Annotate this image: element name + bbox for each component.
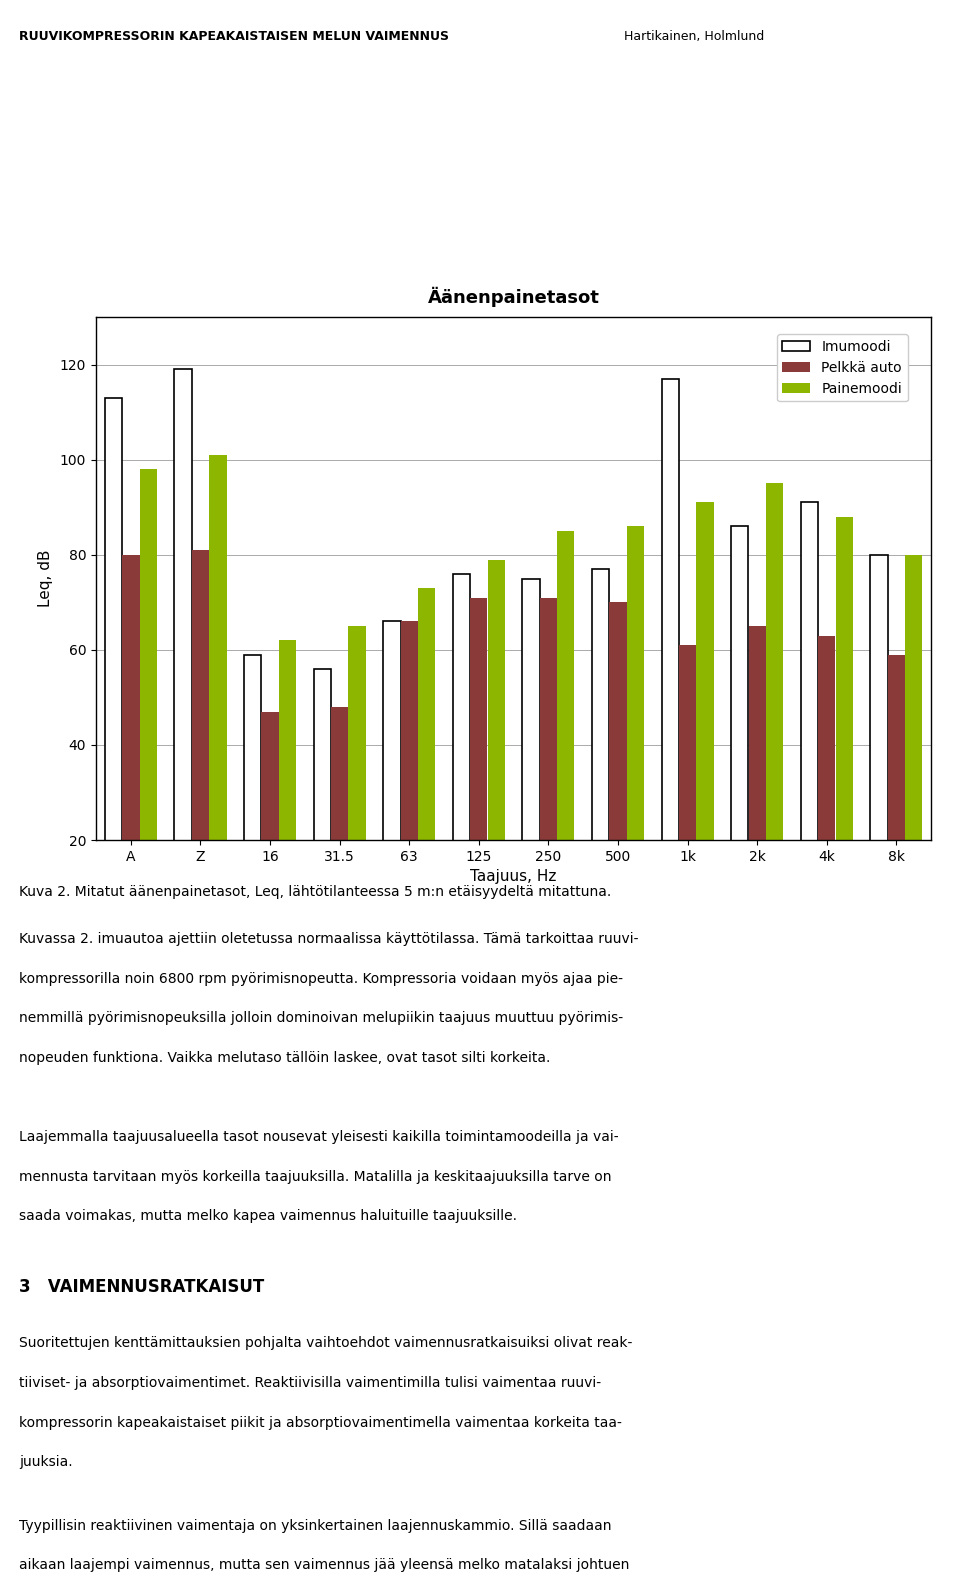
Bar bbox=[801, 502, 818, 935]
Text: nopeuden funktiona. Vaikka melutaso tällöin laskee, ovat tasot silti korkeita.: nopeuden funktiona. Vaikka melutaso täll… bbox=[19, 1051, 551, 1065]
Bar bbox=[696, 502, 713, 935]
Bar bbox=[610, 602, 627, 935]
Bar bbox=[627, 526, 644, 935]
Bar bbox=[314, 669, 331, 935]
Text: Tyypillisin reaktiivinen vaimentaja on yksinkertainen laajennuskammio. Sillä saa: Tyypillisin reaktiivinen vaimentaja on y… bbox=[19, 1518, 612, 1533]
Text: juuksia.: juuksia. bbox=[19, 1455, 73, 1469]
Bar bbox=[244, 655, 261, 935]
Bar bbox=[331, 707, 348, 935]
Bar bbox=[139, 469, 156, 935]
Text: Suoritettujen kenttämittauksien pohjalta vaihtoehdot vaimennusratkaisuiksi oliva: Suoritettujen kenttämittauksien pohjalta… bbox=[19, 1336, 633, 1350]
Bar bbox=[835, 517, 852, 935]
X-axis label: Taajuus, Hz: Taajuus, Hz bbox=[470, 869, 557, 884]
Text: Kuvassa 2. imuautoa ajettiin oletetussa normaalissa käyttötilassa. Tämä tarkoitt: Kuvassa 2. imuautoa ajettiin oletetussa … bbox=[19, 932, 638, 946]
Bar bbox=[278, 640, 296, 935]
Text: Hartikainen, Holmlund: Hartikainen, Holmlund bbox=[624, 30, 764, 43]
Text: Kuva 2. Mitatut äänenpainetasot, Leq, lähtötilanteessa 5 m:n etäisyydeltä mitatt: Kuva 2. Mitatut äänenpainetasot, Leq, lä… bbox=[19, 884, 612, 899]
Title: Äänenpainetasot: Äänenpainetasot bbox=[427, 287, 600, 307]
Bar bbox=[540, 598, 557, 935]
Text: nemmillä pyörimisnopeuksilla jolloin dominoivan melupiikin taajuus muuttuu pyöri: nemmillä pyörimisnopeuksilla jolloin dom… bbox=[19, 1011, 623, 1025]
Bar bbox=[400, 621, 418, 935]
Bar bbox=[679, 645, 696, 935]
Text: Laajemmalla taajuusalueella tasot nousevat yleisesti kaikilla toimintamoodeilla : Laajemmalla taajuusalueella tasot nousev… bbox=[19, 1130, 619, 1144]
Bar bbox=[871, 555, 888, 935]
Bar bbox=[122, 555, 139, 935]
Bar bbox=[453, 574, 470, 935]
Bar bbox=[175, 369, 192, 935]
Y-axis label: Leq, dB: Leq, dB bbox=[38, 550, 53, 607]
Bar bbox=[888, 655, 905, 935]
Bar bbox=[557, 531, 574, 935]
Bar bbox=[749, 626, 766, 935]
Bar bbox=[383, 621, 400, 935]
Bar bbox=[522, 579, 540, 935]
Legend: Imumoodi, Pelkkä auto, Painemoodi: Imumoodi, Pelkkä auto, Painemoodi bbox=[777, 334, 907, 401]
Bar bbox=[732, 526, 749, 935]
Text: tiiviset- ja absorptiovaimentimet. Reaktiivisilla vaimentimilla tulisi vaimentaa: tiiviset- ja absorptiovaimentimet. Reakt… bbox=[19, 1376, 601, 1390]
Bar bbox=[818, 636, 835, 935]
Bar bbox=[209, 455, 227, 935]
Text: kompressorilla noin 6800 rpm pyörimisnopeutta. Kompressoria voidaan myös ajaa pi: kompressorilla noin 6800 rpm pyörimisnop… bbox=[19, 972, 623, 986]
Bar bbox=[766, 483, 783, 935]
Bar bbox=[470, 598, 488, 935]
Bar bbox=[348, 626, 366, 935]
Text: aikaan laajempi vaimennus, mutta sen vaimennus jää yleensä melko matalaksi johtu: aikaan laajempi vaimennus, mutta sen vai… bbox=[19, 1558, 630, 1572]
Text: saada voimakas, mutta melko kapea vaimennus haluituille taajuuksille.: saada voimakas, mutta melko kapea vaimen… bbox=[19, 1209, 517, 1224]
Text: RUUVIKOMPRESSORIN KAPEAKAISTAISEN MELUN VAIMENNUS: RUUVIKOMPRESSORIN KAPEAKAISTAISEN MELUN … bbox=[19, 30, 449, 43]
Bar bbox=[592, 569, 610, 935]
Bar bbox=[261, 712, 278, 935]
Bar bbox=[105, 398, 122, 935]
Bar bbox=[661, 379, 679, 935]
Bar bbox=[418, 588, 435, 935]
Text: mennusta tarvitaan myös korkeilla taajuuksilla. Matalilla ja keskitaajuuksilla t: mennusta tarvitaan myös korkeilla taajuu… bbox=[19, 1170, 612, 1184]
Text: kompressorin kapeakaistaiset piikit ja absorptiovaimentimella vaimentaa korkeita: kompressorin kapeakaistaiset piikit ja a… bbox=[19, 1415, 622, 1430]
Text: 3   VAIMENNUSRATKAISUT: 3 VAIMENNUSRATKAISUT bbox=[19, 1278, 264, 1297]
Bar bbox=[488, 560, 505, 935]
Bar bbox=[192, 550, 209, 935]
Bar bbox=[905, 555, 923, 935]
